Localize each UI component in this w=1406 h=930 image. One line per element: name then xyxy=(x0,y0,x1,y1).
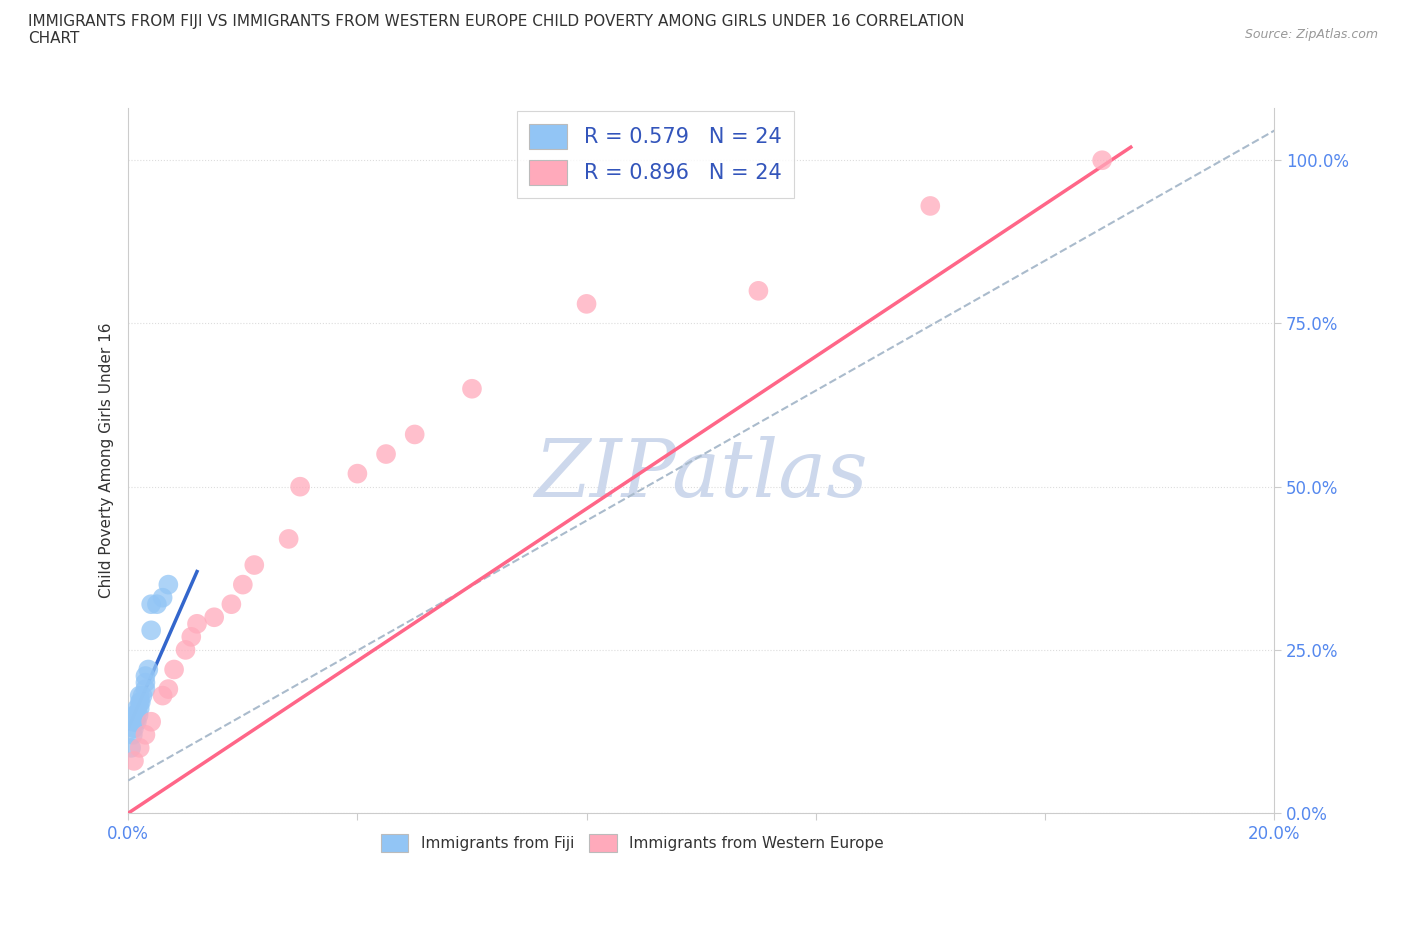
Point xyxy=(146,597,169,612)
Point xyxy=(125,708,148,723)
Point xyxy=(129,695,152,710)
Point xyxy=(125,714,148,729)
Point xyxy=(1091,153,1114,167)
Point xyxy=(128,708,150,723)
Point xyxy=(141,714,163,729)
Point xyxy=(232,578,254,592)
Point xyxy=(243,558,266,573)
Point xyxy=(180,630,202,644)
Point xyxy=(157,682,180,697)
Point xyxy=(141,597,163,612)
Point xyxy=(174,643,197,658)
Point xyxy=(346,466,368,481)
Point xyxy=(920,198,942,213)
Point xyxy=(157,578,180,592)
Point xyxy=(202,610,225,625)
Point xyxy=(122,753,145,768)
Point xyxy=(122,708,145,723)
Point xyxy=(128,701,150,716)
Point xyxy=(221,597,243,612)
Point xyxy=(128,688,150,703)
Legend: Immigrants from Fiji, Immigrants from Western Europe: Immigrants from Fiji, Immigrants from We… xyxy=(375,828,890,858)
Point xyxy=(461,381,484,396)
Point xyxy=(134,682,156,697)
Text: IMMIGRANTS FROM FIJI VS IMMIGRANTS FROM WESTERN EUROPE CHILD POVERTY AMONG GIRLS: IMMIGRANTS FROM FIJI VS IMMIGRANTS FROM … xyxy=(28,14,965,46)
Text: ZIPatlas: ZIPatlas xyxy=(534,436,868,513)
Point xyxy=(141,623,163,638)
Point xyxy=(134,675,156,690)
Point xyxy=(128,695,150,710)
Point xyxy=(122,721,145,736)
Point xyxy=(122,714,145,729)
Point xyxy=(277,531,299,546)
Point xyxy=(136,662,159,677)
Point xyxy=(125,701,148,716)
Point xyxy=(288,479,311,494)
Point xyxy=(124,714,146,729)
Point xyxy=(128,740,150,755)
Point xyxy=(152,591,174,605)
Point xyxy=(375,446,398,461)
Point xyxy=(152,688,174,703)
Point xyxy=(575,297,598,312)
Point xyxy=(121,727,143,742)
Point xyxy=(163,662,186,677)
Point xyxy=(131,688,153,703)
Text: Source: ZipAtlas.com: Source: ZipAtlas.com xyxy=(1244,28,1378,41)
Point xyxy=(134,727,156,742)
Point xyxy=(120,740,142,755)
Point xyxy=(747,284,769,299)
Point xyxy=(186,617,208,631)
Y-axis label: Child Poverty Among Girls Under 16: Child Poverty Among Girls Under 16 xyxy=(100,323,114,598)
Point xyxy=(134,669,156,684)
Point xyxy=(404,427,426,442)
